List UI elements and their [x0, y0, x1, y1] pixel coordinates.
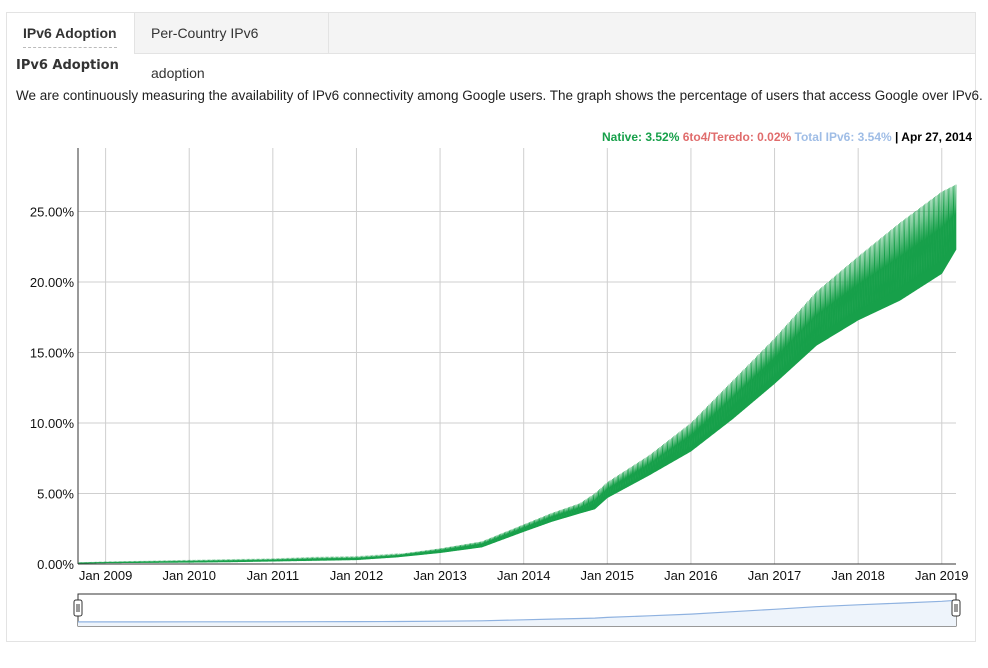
y-tick-label: 10.00% [30, 416, 75, 431]
description-text: We are continuously measuring the availa… [16, 88, 983, 103]
legend-teredo: 6to4/Teredo: 0.02% [682, 130, 792, 144]
x-tick-label: Jan 2016 [664, 568, 718, 583]
y-tick-label: 15.00% [30, 345, 75, 360]
chart-legend: Native: 3.52% 6to4/Teredo: 0.02% Total I… [602, 130, 972, 144]
tab-ipv6-adoption-label: IPv6 Adoption [23, 25, 117, 48]
x-tick-label: Jan 2015 [581, 568, 635, 583]
x-tick-label: Jan 2013 [413, 568, 467, 583]
legend-total-ipv6: Total IPv6: 3.54% [794, 130, 892, 144]
x-tick-label: Jan 2018 [831, 568, 885, 583]
y-tick-label: 20.00% [30, 275, 75, 290]
legend-date: Apr 27, 2014 [901, 130, 972, 144]
y-tick-label: 25.00% [30, 204, 75, 219]
legend-native: Native: 3.52% [601, 130, 680, 144]
section-title: IPv6 Adoption [16, 58, 119, 73]
legend-separator: | [895, 130, 899, 144]
x-tick-label: Jan 2014 [497, 568, 551, 583]
tab-bar: IPv6 Adoption Per-Country IPv6 adoption [7, 13, 975, 81]
x-tick-label: Jan 2017 [748, 568, 802, 583]
chart-series-layer [77, 184, 957, 564]
navigator-line [78, 599, 957, 623]
series-native-area [77, 184, 957, 564]
tab-per-country-ipv6-adoption[interactable]: Per-Country IPv6 adoption [135, 13, 329, 81]
x-tick-label: Jan 2009 [79, 568, 133, 583]
x-tick-label: Jan 2010 [162, 568, 216, 583]
navigator-left-handle[interactable] [73, 599, 83, 617]
range-navigator[interactable] [73, 593, 961, 627]
tab-ipv6-adoption[interactable]: IPv6 Adoption [7, 13, 135, 54]
navigator-right-handle[interactable] [951, 599, 961, 617]
x-tick-label: Jan 2011 [247, 568, 300, 583]
y-tick-label: 0.00% [37, 557, 74, 572]
navigator-area [78, 600, 956, 626]
chart-axes: 0.00% 5.00% 10.00% 15.00% 20.00% 25.00% Jan 20… [30, 148, 969, 583]
chart-grid [78, 148, 956, 564]
y-tick-label: 5.00% [37, 486, 74, 501]
tab-per-country-label: Per-Country IPv6 adoption [151, 25, 259, 81]
x-tick-label: Jan 2012 [330, 568, 384, 583]
x-tick-label: Jan 2019 [915, 568, 969, 583]
